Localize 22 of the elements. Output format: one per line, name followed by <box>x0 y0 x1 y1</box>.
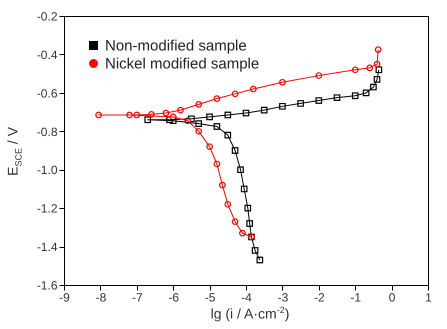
y-tick-label: -1.6 <box>36 278 58 292</box>
x-tick-label: -1 <box>350 290 362 304</box>
y-tick-label: -0.2 <box>36 10 58 24</box>
legend-label: Nickel modified sample <box>105 56 260 72</box>
x-axis-title: lg (i / A·cm$^{-2}$) <box>210 305 290 322</box>
x-tick-label: -9 <box>59 290 70 304</box>
y-tick-label: -1.4 <box>36 240 58 254</box>
x-tick-label: 0 <box>388 290 396 304</box>
x-tick-label: -4 <box>241 290 252 304</box>
x-tick-label: -7 <box>132 290 143 304</box>
x-tick-label: -3 <box>278 290 289 304</box>
x-tick-label: -6 <box>168 290 180 304</box>
y-tick-label: -0.8 <box>36 124 58 139</box>
y-tick-label: -1.0 <box>36 163 58 178</box>
x-tick-label: 1 <box>425 290 432 304</box>
x-tick-label: -5 <box>204 290 216 304</box>
legend-label: Non-modified sample <box>105 38 247 54</box>
y-tick-label: -0.4 <box>36 48 58 62</box>
y-tick-label: -1.2 <box>36 202 58 216</box>
x-tick-label: -2 <box>314 290 325 304</box>
y-tick-label: -0.6 <box>36 86 58 100</box>
x-tick-label: -8 <box>96 290 107 304</box>
